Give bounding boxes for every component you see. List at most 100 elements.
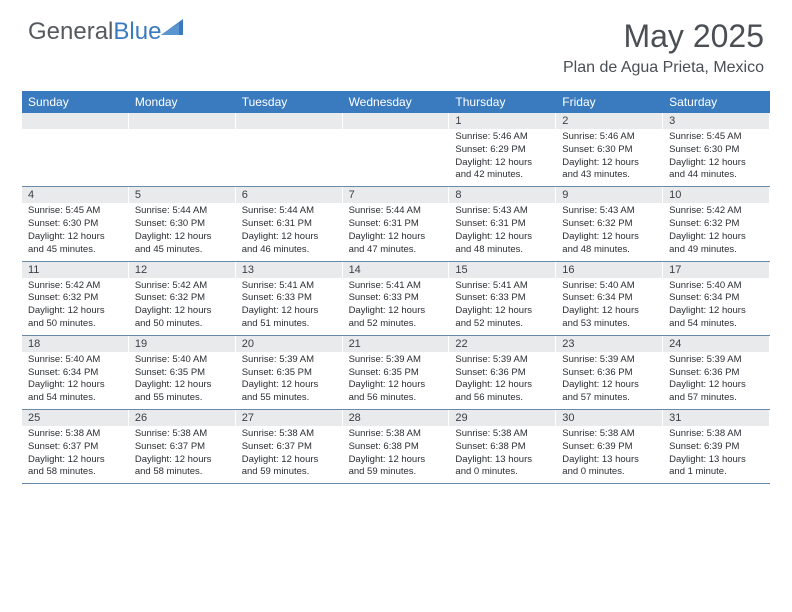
daylight-line: Daylight: 12 hours and 49 minutes. [669,231,764,257]
daylight-line: Daylight: 12 hours and 57 minutes. [562,379,657,405]
sunset-line: Sunset: 6:31 PM [242,218,337,231]
sunset-line: Sunset: 6:32 PM [669,218,764,231]
day-cell: Sunrise: 5:39 AMSunset: 6:35 PMDaylight:… [343,352,450,409]
sunset-line: Sunset: 6:34 PM [669,292,764,305]
sunrise-line: Sunrise: 5:41 AM [349,280,444,293]
day-number: 12 [129,262,236,278]
day-number: 2 [556,113,663,129]
day-number: 23 [556,336,663,352]
sunset-line: Sunset: 6:30 PM [28,218,123,231]
week-daynum-row: 45678910 [22,187,770,203]
day-cell: Sunrise: 5:45 AMSunset: 6:30 PMDaylight:… [663,129,770,186]
day-header-row: SundayMondayTuesdayWednesdayThursdayFrid… [22,91,770,113]
day-number: 29 [449,410,556,426]
day-cell: Sunrise: 5:42 AMSunset: 6:32 PMDaylight:… [663,203,770,260]
sunrise-line: Sunrise: 5:39 AM [455,354,550,367]
sunset-line: Sunset: 6:31 PM [455,218,550,231]
sunset-line: Sunset: 6:36 PM [455,367,550,380]
sunset-line: Sunset: 6:35 PM [349,367,444,380]
day-cell: Sunrise: 5:39 AMSunset: 6:36 PMDaylight:… [556,352,663,409]
daylight-line: Daylight: 12 hours and 45 minutes. [135,231,230,257]
week-body-row: Sunrise: 5:40 AMSunset: 6:34 PMDaylight:… [22,352,770,410]
day-header-cell: Wednesday [343,91,450,113]
daylight-line: Daylight: 13 hours and 0 minutes. [455,454,550,480]
sunrise-line: Sunrise: 5:44 AM [349,205,444,218]
day-cell: Sunrise: 5:39 AMSunset: 6:36 PMDaylight:… [663,352,770,409]
day-number: 1 [449,113,556,129]
sunset-line: Sunset: 6:35 PM [135,367,230,380]
day-cell [343,129,450,186]
daylight-line: Daylight: 12 hours and 59 minutes. [349,454,444,480]
daylight-line: Daylight: 12 hours and 50 minutes. [135,305,230,331]
day-number: 4 [22,187,129,203]
day-number: 26 [129,410,236,426]
day-cell: Sunrise: 5:38 AMSunset: 6:37 PMDaylight:… [129,426,236,483]
sunrise-line: Sunrise: 5:43 AM [562,205,657,218]
sunrise-line: Sunrise: 5:38 AM [242,428,337,441]
daylight-line: Daylight: 12 hours and 58 minutes. [135,454,230,480]
day-number [343,113,450,129]
week-body-row: Sunrise: 5:42 AMSunset: 6:32 PMDaylight:… [22,278,770,336]
sunrise-line: Sunrise: 5:38 AM [28,428,123,441]
day-number: 27 [236,410,343,426]
day-cell: Sunrise: 5:46 AMSunset: 6:30 PMDaylight:… [556,129,663,186]
daylight-line: Daylight: 12 hours and 55 minutes. [135,379,230,405]
day-number: 18 [22,336,129,352]
daylight-line: Daylight: 13 hours and 0 minutes. [562,454,657,480]
title-block: May 2025 Plan de Agua Prieta, Mexico [563,18,764,77]
sunrise-line: Sunrise: 5:39 AM [349,354,444,367]
logo-text-gray: General [28,18,113,45]
sunrise-line: Sunrise: 5:40 AM [669,280,764,293]
sunset-line: Sunset: 6:32 PM [135,292,230,305]
daylight-line: Daylight: 12 hours and 43 minutes. [562,157,657,183]
day-cell: Sunrise: 5:46 AMSunset: 6:29 PMDaylight:… [449,129,556,186]
sunset-line: Sunset: 6:37 PM [28,441,123,454]
daylight-line: Daylight: 12 hours and 47 minutes. [349,231,444,257]
sunset-line: Sunset: 6:29 PM [455,144,550,157]
day-number: 22 [449,336,556,352]
day-number: 19 [129,336,236,352]
sunset-line: Sunset: 6:30 PM [562,144,657,157]
week-body-row: Sunrise: 5:46 AM Sunset: 6:29 PM Daylight:… [22,129,770,187]
day-cell: Sunrise: 5:38 AMSunset: 6:37 PMDaylight:… [236,426,343,483]
day-number: 11 [22,262,129,278]
day-number [236,113,343,129]
daylight-line: Daylight: 12 hours and 55 minutes. [242,379,337,405]
sunrise-line: Sunrise: 5:45 AM [28,205,123,218]
day-number [129,113,236,129]
day-cell: Sunrise: 5:44 AMSunset: 6:31 PMDaylight:… [236,203,343,260]
sunrise-line: Sunrise: 5:40 AM [28,354,123,367]
sunrise-line: Sunrise: 5:44 AM [242,205,337,218]
daylight-line: Daylight: 12 hours and 54 minutes. [28,379,123,405]
sunrise-line: Sunrise: 5:38 AM [135,428,230,441]
sunrise-line: Sunrise: 5:39 AM [562,354,657,367]
sunrise-line: Sunrise: 5:46 AM [562,131,657,144]
sunrise-line: Sunrise: 5:38 AM [455,428,550,441]
daylight-line: Daylight: 12 hours and 53 minutes. [562,305,657,331]
day-cell: Sunrise: 5:45 AMSunset: 6:30 PMDaylight:… [22,203,129,260]
day-cell [22,129,129,186]
day-number: 16 [556,262,663,278]
sunrise-line: Sunrise: 5:38 AM [349,428,444,441]
day-cell: Sunrise: 5:40 AMSunset: 6:35 PMDaylight:… [129,352,236,409]
day-number: 10 [663,187,770,203]
day-number: 15 [449,262,556,278]
day-cell: Sunrise: 5:38 AMSunset: 6:37 PMDaylight:… [22,426,129,483]
day-cell: Sunrise: 5:40 AMSunset: 6:34 PMDaylight:… [663,278,770,335]
sunset-line: Sunset: 6:30 PM [669,144,764,157]
day-cell: Sunrise: 5:41 AMSunset: 6:33 PMDaylight:… [236,278,343,335]
week-daynum-row: 11121314151617 [22,262,770,278]
daylight-line: Daylight: 12 hours and 45 minutes. [28,231,123,257]
day-cell [236,129,343,186]
week-daynum-row: 25262728293031 [22,410,770,426]
day-number: 25 [22,410,129,426]
day-cell: Sunrise: 5:38 AMSunset: 6:38 PMDaylight:… [343,426,450,483]
day-number: 9 [556,187,663,203]
logo-text-blue: Blue [113,18,161,45]
sunset-line: Sunset: 6:33 PM [349,292,444,305]
daylight-line: Daylight: 12 hours and 57 minutes. [669,379,764,405]
day-header-cell: Tuesday [236,91,343,113]
day-number: 13 [236,262,343,278]
day-cell: Sunrise: 5:44 AMSunset: 6:30 PMDaylight:… [129,203,236,260]
sunset-line: Sunset: 6:32 PM [562,218,657,231]
